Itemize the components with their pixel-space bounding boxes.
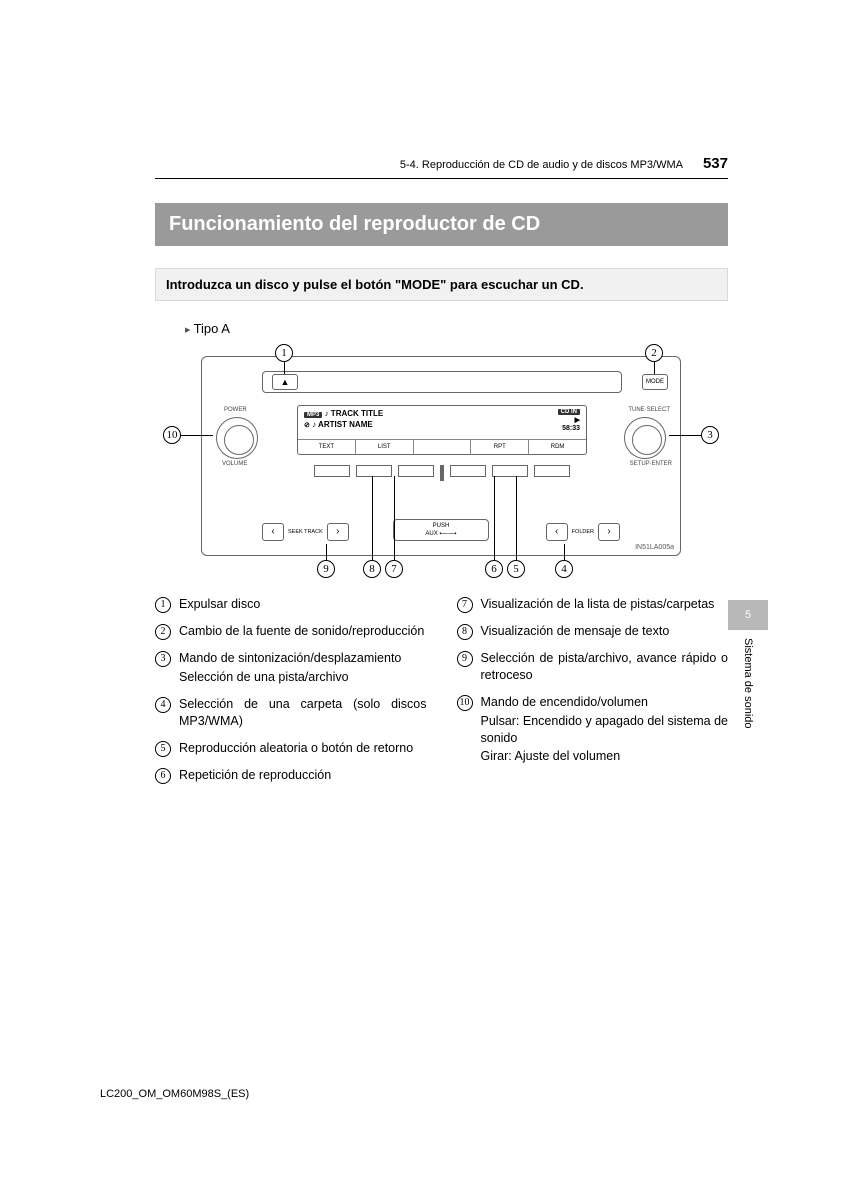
legend-text: Expulsar disco xyxy=(179,596,427,613)
legend-text: Reproducción aleatoria o botón de retorn… xyxy=(179,740,427,757)
page-number: 537 xyxy=(703,155,728,172)
type-label: Tipo A xyxy=(185,321,728,336)
legend-num: 3 xyxy=(155,651,171,667)
chapter-label: Sistema de sonido xyxy=(742,638,754,729)
legend-item-7: 7 Visualización de la lista de pistas/car… xyxy=(457,596,729,613)
section-header: 5-4. Reproducción de CD de audio y de di… xyxy=(400,159,683,171)
preset-buttons xyxy=(297,465,587,481)
lcd-display: MP3 ♪ TRACK TITLE ⊘ ♪ ARTIST NAME CD IN … xyxy=(297,405,587,455)
artist-name: ♪ ARTIST NAME xyxy=(312,420,373,429)
legend-item-6: 6 Repetición de reproducción xyxy=(155,767,427,784)
legend-item-3: 3 Mando de sintonización/desplazamientoSe… xyxy=(155,650,427,686)
legend: 1 Expulsar disco 2 Cambio de la fuente de s… xyxy=(155,596,728,794)
volume-knob xyxy=(216,417,258,459)
legend-text: Repetición de reproducción xyxy=(179,767,427,784)
instruction-box: Introduzca un disco y pulse el botón "MO… xyxy=(155,268,728,301)
header-rule xyxy=(155,178,728,179)
cdin-badge: CD IN xyxy=(558,409,580,415)
callout-2: 2 xyxy=(645,344,663,362)
time-display: 58:33 xyxy=(562,425,580,432)
doc-code: LC200_OM_OM60M98S_(ES) xyxy=(100,1088,249,1100)
legend-num: 4 xyxy=(155,697,171,713)
legend-item-8: 8 Visualización de mensaje de texto xyxy=(457,623,729,640)
track-title: ♪ TRACK TITLE xyxy=(325,409,384,418)
rdm-btn: RDM xyxy=(529,440,586,455)
legend-num: 7 xyxy=(457,597,473,613)
eject-button: ▲ xyxy=(272,374,298,390)
legend-item-1: 1 Expulsar disco xyxy=(155,596,427,613)
power-label: POWER xyxy=(224,407,247,413)
legend-text: Visualización de la lista de pistas/carp… xyxy=(481,596,729,613)
setup-label: SETUP·ENTER xyxy=(630,461,672,467)
blank-btn xyxy=(414,440,472,455)
tune-label: TUNE·SELECT xyxy=(628,407,670,413)
legend-text: Cambio de la fuente de sonido/reproducci… xyxy=(179,623,427,640)
legend-num: 9 xyxy=(457,651,473,667)
callout-7: 7 xyxy=(385,560,403,578)
callout-3: 3 xyxy=(701,426,719,444)
legend-num: 5 xyxy=(155,741,171,757)
seek-track: ‹SEEK TRACK› xyxy=(262,523,349,541)
callout-6: 6 xyxy=(485,560,503,578)
chapter-number: 5 xyxy=(728,600,768,630)
rpt-btn: RPT xyxy=(471,440,529,455)
callout-1: 1 xyxy=(275,344,293,362)
legend-item-9: 9 Selección de pista/archivo, avance rápi… xyxy=(457,650,729,684)
legend-item-10: 10 Mando de encendido/volumenPulsar: Ence… xyxy=(457,694,729,766)
callout-5: 5 xyxy=(507,560,525,578)
legend-item-2: 2 Cambio de la fuente de sonido/reproducc… xyxy=(155,623,427,640)
mp3-badge: MP3 xyxy=(304,412,322,418)
play-icon: ▶ xyxy=(575,416,580,424)
mode-button: MODE xyxy=(642,374,668,390)
legend-text: Mando de sintonización/desplazamientoSel… xyxy=(179,650,427,686)
text-btn: TEXT xyxy=(298,440,356,455)
legend-text: Visualización de mensaje de texto xyxy=(481,623,729,640)
legend-num: 2 xyxy=(155,624,171,640)
legend-text: Selección de pista/archivo, avance rápid… xyxy=(481,650,729,684)
folder-nav: ‹FOLDER› xyxy=(546,523,620,541)
diagram-code: IN51LA005a xyxy=(635,544,674,551)
chapter-tab: 5 Sistema de sonido xyxy=(728,600,768,729)
aux-button: PUSHAUX ⟵⟶ xyxy=(393,519,489,541)
legend-num: 10 xyxy=(457,695,473,711)
legend-item-4: 4 Selección de una carpeta (solo discos M… xyxy=(155,696,427,730)
legend-text: Mando de encendido/volumenPulsar: Encend… xyxy=(481,694,729,766)
page-title: Funcionamiento del reproductor de CD xyxy=(155,203,728,246)
list-btn: LIST xyxy=(356,440,414,455)
legend-num: 8 xyxy=(457,624,473,640)
callout-8: 8 xyxy=(363,560,381,578)
legend-item-5: 5 Reproducción aleatoria o botón de retor… xyxy=(155,740,427,757)
callout-4: 4 xyxy=(555,560,573,578)
volume-label: VOLUME xyxy=(222,461,247,467)
tune-knob xyxy=(624,417,666,459)
callout-9: 9 xyxy=(317,560,335,578)
legend-text: Selección de una carpeta (solo discos MP… xyxy=(179,696,427,730)
stereo-diagram: ▲ MODE POWER VOLUME TUNE·SELECT SETUP·EN… xyxy=(155,346,728,578)
legend-num: 6 xyxy=(155,768,171,784)
legend-num: 1 xyxy=(155,597,171,613)
callout-10: 10 xyxy=(163,426,181,444)
